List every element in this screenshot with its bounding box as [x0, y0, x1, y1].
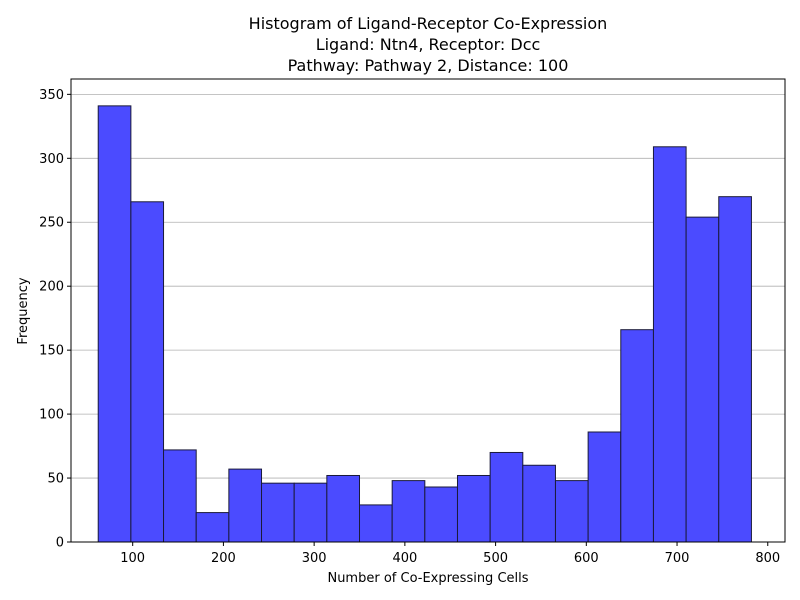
- histogram-bars: [97, 105, 752, 543]
- y-tick-label-150: 150: [39, 344, 64, 359]
- histogram-bar-7: [293, 482, 328, 543]
- histogram-bar-4: [195, 512, 230, 543]
- x-axis-label: Number of Co-Expressing Cells: [327, 571, 528, 586]
- histogram-bar-11: [424, 486, 458, 543]
- histogram-bar-10: [391, 480, 426, 543]
- histogram-bar-18: [652, 146, 687, 543]
- axes: [70, 78, 786, 543]
- plot-frame: [70, 78, 786, 543]
- histogram-bar-15: [554, 480, 589, 543]
- x-tick-label-400: 400: [392, 551, 417, 566]
- chart-title-line-3: Pathway: Pathway 2, Distance: 100: [288, 56, 569, 75]
- chart-title-line-1: Histogram of Ligand-Receptor Co-Expressi…: [249, 14, 608, 33]
- histogram-bar-19: [685, 216, 720, 543]
- histogram-bar-14: [522, 464, 556, 543]
- histogram-bar-5: [228, 468, 263, 543]
- histogram-bar-12: [456, 474, 491, 543]
- histogram-bar-16: [587, 431, 622, 543]
- y-axis-label: Frequency: [16, 277, 31, 344]
- histogram-bar-3: [163, 449, 197, 543]
- histogram-bar-2: [130, 201, 165, 543]
- y-tick-label-350: 350: [39, 88, 64, 103]
- y-tick-label-300: 300: [39, 152, 64, 167]
- histogram-bar-1: [97, 105, 132, 543]
- x-tick-label-700: 700: [665, 551, 690, 566]
- x-tick-label-800: 800: [755, 551, 780, 566]
- x-tick-label-500: 500: [483, 551, 508, 566]
- x-tick-label-600: 600: [574, 551, 599, 566]
- y-tick-label-200: 200: [39, 280, 64, 295]
- x-axis-ticks: 100 200 300 400 500 600 700 800: [120, 542, 780, 566]
- x-tick-label-100: 100: [120, 551, 145, 566]
- y-tick-label-50: 50: [47, 472, 64, 487]
- histogram-bar-13: [489, 451, 524, 543]
- histogram-bar-20: [718, 196, 752, 543]
- y-tick-label-0: 0: [56, 536, 64, 551]
- y-axis-ticks: 0 50 100 150 200 250 300 350: [39, 88, 71, 551]
- y-tick-label-100: 100: [39, 408, 64, 423]
- chart-title: Histogram of Ligand-Receptor Co-Expressi…: [249, 14, 608, 75]
- y-tick-label-250: 250: [39, 216, 64, 231]
- histogram-bar-6: [261, 482, 295, 543]
- x-tick-label-200: 200: [211, 551, 236, 566]
- x-tick-label-300: 300: [302, 551, 327, 566]
- chart-title-line-2: Ligand: Ntn4, Receptor: Dcc: [316, 35, 541, 54]
- histogram-bar-9: [359, 504, 393, 543]
- histogram-bar-8: [326, 474, 361, 543]
- histogram-bar-17: [620, 329, 654, 543]
